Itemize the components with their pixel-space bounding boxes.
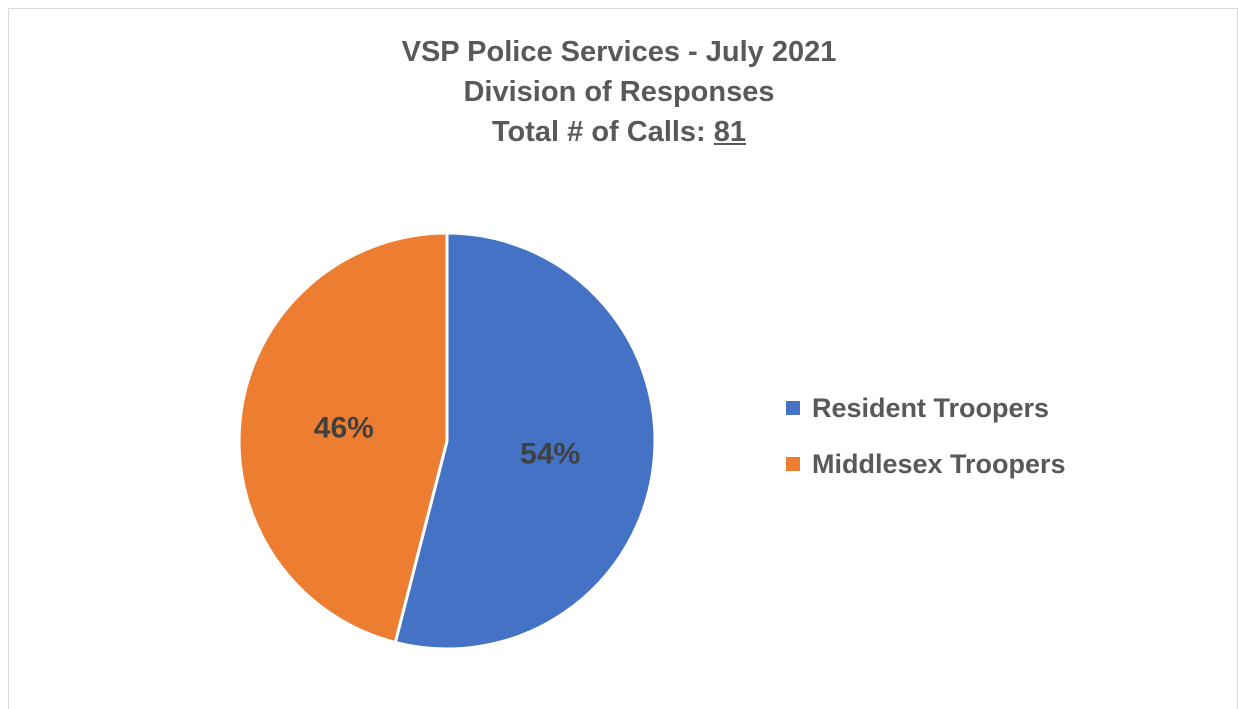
data-label-middlesex-troopers: 46% [314,411,374,444]
pie-slice-resident-troopers [393,231,657,651]
chart-title: VSP Police Services - July 2021 Division… [0,32,1238,152]
legend-swatch [786,401,800,415]
legend-label: Middlesex Troopers [812,448,1066,479]
pie-slice-middlesex-troopers [237,231,449,645]
total-calls-label: Total # of Calls: [491,116,714,148]
total-calls-value: 81 [713,116,747,148]
chart-legend: Resident Troopers Middlesex Troopers [786,388,1066,500]
legend-swatch [786,457,800,471]
legend-item-resident-troopers: Resident Troopers [786,388,1066,428]
title-line-3: Total # of Calls: 81 [0,112,1238,152]
title-line-1: VSP Police Services - July 2021 [401,36,837,68]
legend-item-middlesex-troopers: Middlesex Troopers [786,444,1066,484]
title-line-2: Division of Responses [463,76,775,108]
data-label-resident-troopers: 54% [520,438,580,471]
legend-label: Resident Troopers [812,392,1050,423]
